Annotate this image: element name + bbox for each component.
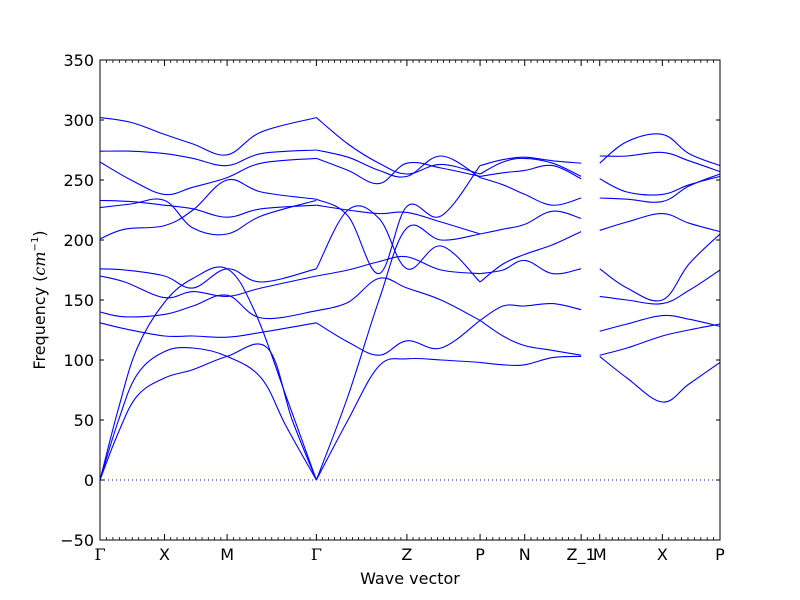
band-line — [479, 177, 582, 206]
x-tick-label: X — [159, 545, 170, 564]
band-line — [99, 157, 317, 196]
y-tick-label: 200 — [63, 231, 94, 250]
y-tick-label: 50 — [74, 411, 94, 430]
band-line — [315, 205, 481, 283]
band-line — [316, 204, 481, 235]
y-tick-label: −50 — [60, 531, 94, 550]
band-line — [315, 357, 481, 481]
x-tick-label: M — [593, 545, 607, 564]
band-line — [316, 165, 481, 275]
band-line — [99, 199, 317, 218]
band-line — [599, 213, 721, 233]
x-ticks: Γ X M Γ Z P N Z_1M X P — [94, 60, 725, 565]
band-line — [316, 149, 481, 179]
band-line — [479, 259, 582, 275]
band-line — [479, 157, 582, 177]
y-tick-label: 300 — [63, 111, 94, 130]
band-line — [599, 269, 721, 305]
band-line — [99, 294, 317, 320]
y-ticks: −50 0 50 100 150 200 250 300 350 — [60, 51, 720, 550]
band-line — [479, 231, 582, 283]
band-line — [99, 198, 317, 236]
x-axis-label: Wave vector — [360, 569, 460, 588]
y-axis-label: Frequency (cm−1) — [30, 230, 49, 369]
x-tick-label: Z — [401, 545, 412, 564]
x-tick-label: Γ — [94, 545, 105, 564]
band-line — [99, 178, 317, 240]
band-line — [99, 149, 317, 167]
band-line — [599, 323, 721, 356]
x-tick-label: M — [220, 545, 234, 564]
band-line — [479, 319, 582, 356]
band-line — [599, 133, 721, 167]
band-line — [599, 314, 721, 332]
band-line — [99, 346, 317, 481]
band-line — [99, 275, 317, 299]
x-tick-label: N — [519, 545, 531, 564]
band-line — [480, 355, 582, 367]
band-line — [316, 319, 481, 356]
band-line — [599, 175, 721, 196]
band-line — [99, 268, 317, 289]
band-line — [599, 151, 721, 173]
band-line — [479, 164, 582, 180]
band-line — [479, 156, 582, 167]
band-line — [479, 302, 582, 321]
band-line — [99, 343, 317, 481]
x-tick-label: P — [715, 545, 725, 564]
band-line — [99, 117, 317, 156]
y-tick-label: 250 — [63, 171, 94, 190]
bands-layer — [99, 117, 721, 481]
band-line — [99, 322, 317, 338]
y-tick-label: 0 — [84, 471, 94, 490]
band-line — [316, 277, 481, 321]
x-tick-label: X — [657, 545, 668, 564]
y-tick-label: 100 — [63, 351, 94, 370]
band-line — [316, 157, 481, 185]
band-line — [316, 255, 481, 277]
x-tick-label: P — [475, 545, 485, 564]
band-line — [316, 117, 481, 175]
y-tick-label: 150 — [63, 291, 94, 310]
x-tick-label: Γ — [311, 545, 322, 564]
band-line — [599, 233, 721, 302]
x-tick-label: Z_1 — [567, 545, 596, 565]
band-line — [315, 224, 481, 481]
band-line — [479, 210, 582, 235]
y-tick-label: 350 — [63, 51, 94, 70]
band-line — [599, 355, 721, 403]
